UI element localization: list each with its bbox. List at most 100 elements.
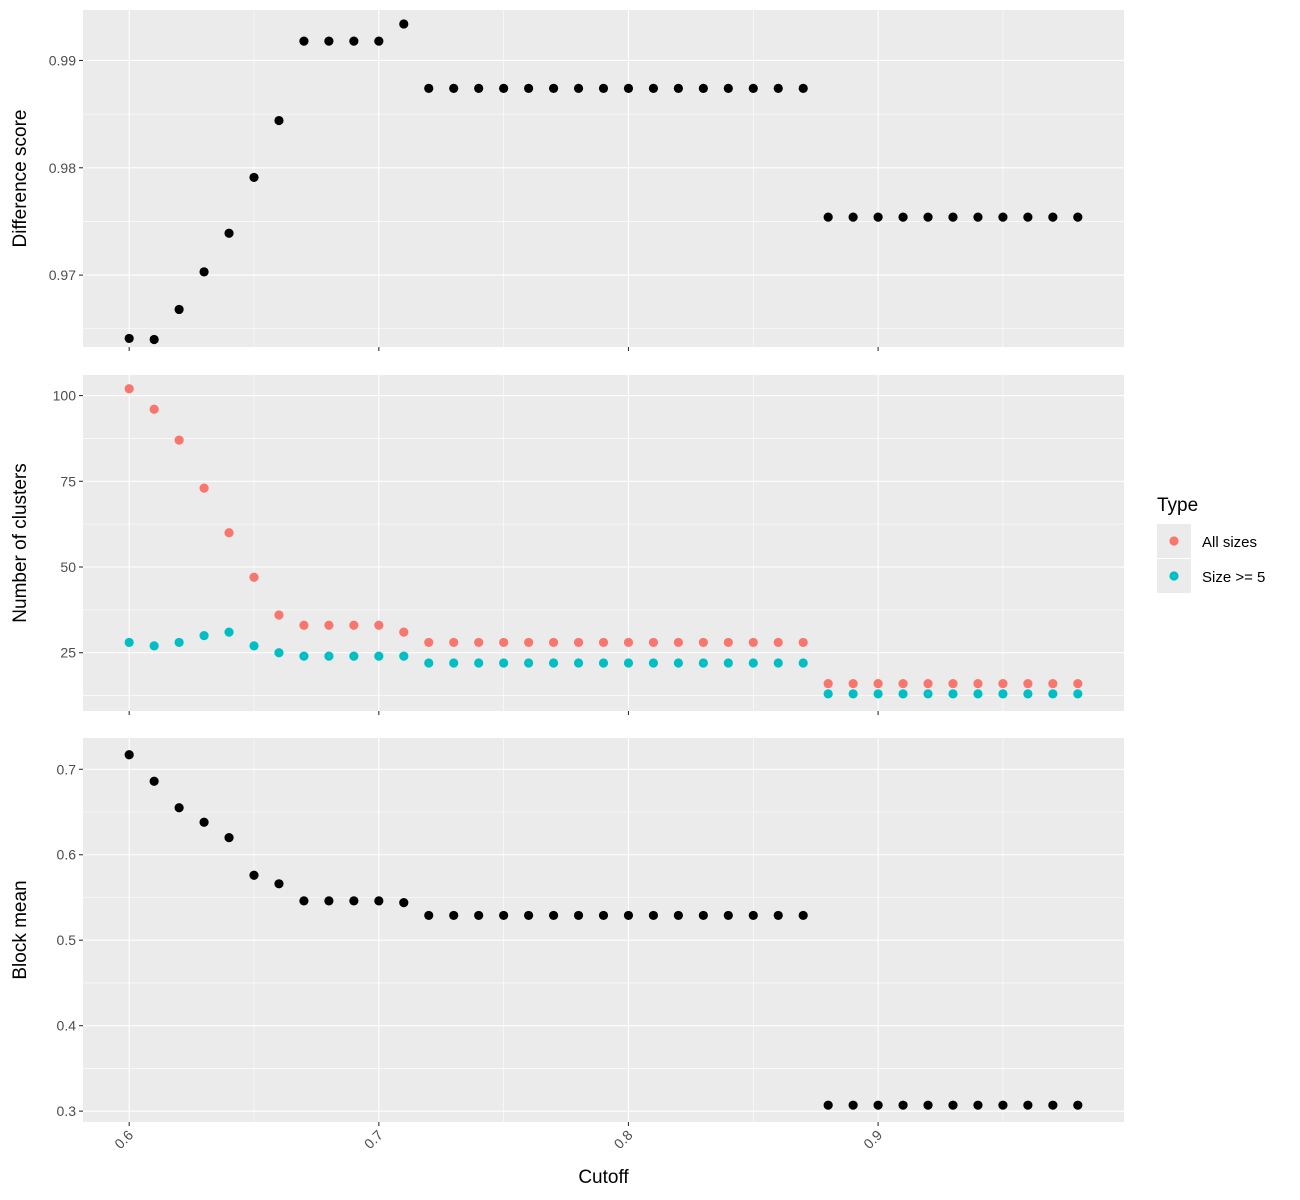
data-point xyxy=(449,83,459,93)
data-point xyxy=(249,641,259,651)
data-point xyxy=(1073,1100,1083,1110)
x-tick-label: 0.8 xyxy=(611,1127,636,1152)
data-point xyxy=(1048,212,1058,222)
data-point xyxy=(673,83,683,93)
data-point xyxy=(823,678,833,689)
data-point xyxy=(898,1100,908,1110)
data-point xyxy=(174,803,184,813)
data-point xyxy=(349,896,359,906)
data-point xyxy=(598,910,609,921)
series-panel-1-series-1 xyxy=(124,19,1083,345)
series-panel-3-series-1 xyxy=(124,750,1083,1110)
data-point xyxy=(224,228,234,238)
data-point xyxy=(374,651,384,661)
data-point xyxy=(1023,212,1033,222)
data-point xyxy=(598,658,609,668)
y-tick-label: 0.99 xyxy=(49,52,76,68)
legend-entry: Size >= 5 xyxy=(1157,559,1265,593)
data-point xyxy=(224,833,234,843)
data-point xyxy=(748,637,758,648)
data-point xyxy=(998,689,1008,699)
data-point xyxy=(748,658,758,668)
data-point xyxy=(873,678,883,689)
data-point xyxy=(1048,1100,1058,1110)
x-axis-title: Cutoff xyxy=(578,1167,629,1188)
data-point xyxy=(998,1100,1008,1110)
data-point xyxy=(349,651,359,661)
data-point xyxy=(299,36,309,46)
data-point xyxy=(998,212,1008,222)
y-axis-title: Number of clusters xyxy=(10,463,31,622)
data-point xyxy=(499,637,509,648)
data-point xyxy=(948,689,958,699)
legend-marker xyxy=(1169,571,1179,581)
x-tick-label: 0.9 xyxy=(860,1127,885,1152)
data-point xyxy=(499,910,509,921)
data-point xyxy=(274,610,284,620)
data-point xyxy=(948,678,958,689)
data-point xyxy=(573,658,584,668)
data-point xyxy=(124,750,134,760)
data-point xyxy=(399,898,409,908)
data-point xyxy=(898,212,908,222)
data-point xyxy=(923,1100,933,1110)
data-point xyxy=(773,658,783,668)
y-axis-title: Block mean xyxy=(10,880,31,979)
x-tick-label: 0.7 xyxy=(361,1127,386,1152)
data-point xyxy=(773,910,783,921)
data-point xyxy=(648,658,659,668)
data-point xyxy=(424,910,434,921)
data-point xyxy=(598,83,609,93)
data-point xyxy=(399,19,409,29)
data-point xyxy=(199,817,209,827)
y-tick-label: 0.3 xyxy=(57,1103,77,1119)
data-point xyxy=(124,333,134,344)
data-point xyxy=(474,83,484,93)
data-point xyxy=(399,627,409,637)
data-point xyxy=(923,678,933,689)
data-point xyxy=(648,83,659,93)
data-point xyxy=(1023,678,1033,689)
data-point xyxy=(474,910,484,921)
data-point xyxy=(449,910,459,921)
y-axis-title: Difference score xyxy=(10,110,31,248)
data-point xyxy=(948,1100,958,1110)
data-point xyxy=(324,620,334,630)
data-point xyxy=(524,637,534,648)
data-point xyxy=(149,641,159,651)
legend-title: Type xyxy=(1157,495,1198,516)
data-point xyxy=(698,83,708,93)
data-point xyxy=(1023,689,1033,699)
data-point xyxy=(548,658,559,668)
data-point xyxy=(1048,678,1058,689)
data-point xyxy=(723,910,733,921)
data-point xyxy=(199,630,209,641)
data-point xyxy=(773,83,783,93)
data-point xyxy=(174,637,184,648)
data-point xyxy=(848,678,858,689)
data-point xyxy=(1073,212,1083,222)
data-point xyxy=(898,678,908,689)
data-point xyxy=(174,435,184,445)
data-point xyxy=(748,910,758,921)
data-point xyxy=(948,212,958,222)
data-point xyxy=(524,658,534,668)
data-point xyxy=(299,896,309,906)
legend-label: Size >= 5 xyxy=(1202,569,1265,586)
data-point xyxy=(524,83,534,93)
y-tick-label: 0.4 xyxy=(57,1018,77,1034)
data-point xyxy=(798,658,808,668)
data-point xyxy=(973,689,983,699)
legend: Type All sizes Size >= 5 xyxy=(1157,495,1265,593)
data-point xyxy=(149,334,159,345)
data-point xyxy=(399,651,409,661)
data-point xyxy=(848,689,858,699)
data-point xyxy=(224,627,234,637)
data-point xyxy=(124,637,134,648)
data-point xyxy=(499,83,509,93)
panel-1: 0.97 0.98 0.99 Difference score xyxy=(10,10,1124,351)
data-point xyxy=(723,637,733,648)
data-point xyxy=(873,212,883,222)
data-point xyxy=(548,910,559,921)
data-point xyxy=(374,896,384,906)
